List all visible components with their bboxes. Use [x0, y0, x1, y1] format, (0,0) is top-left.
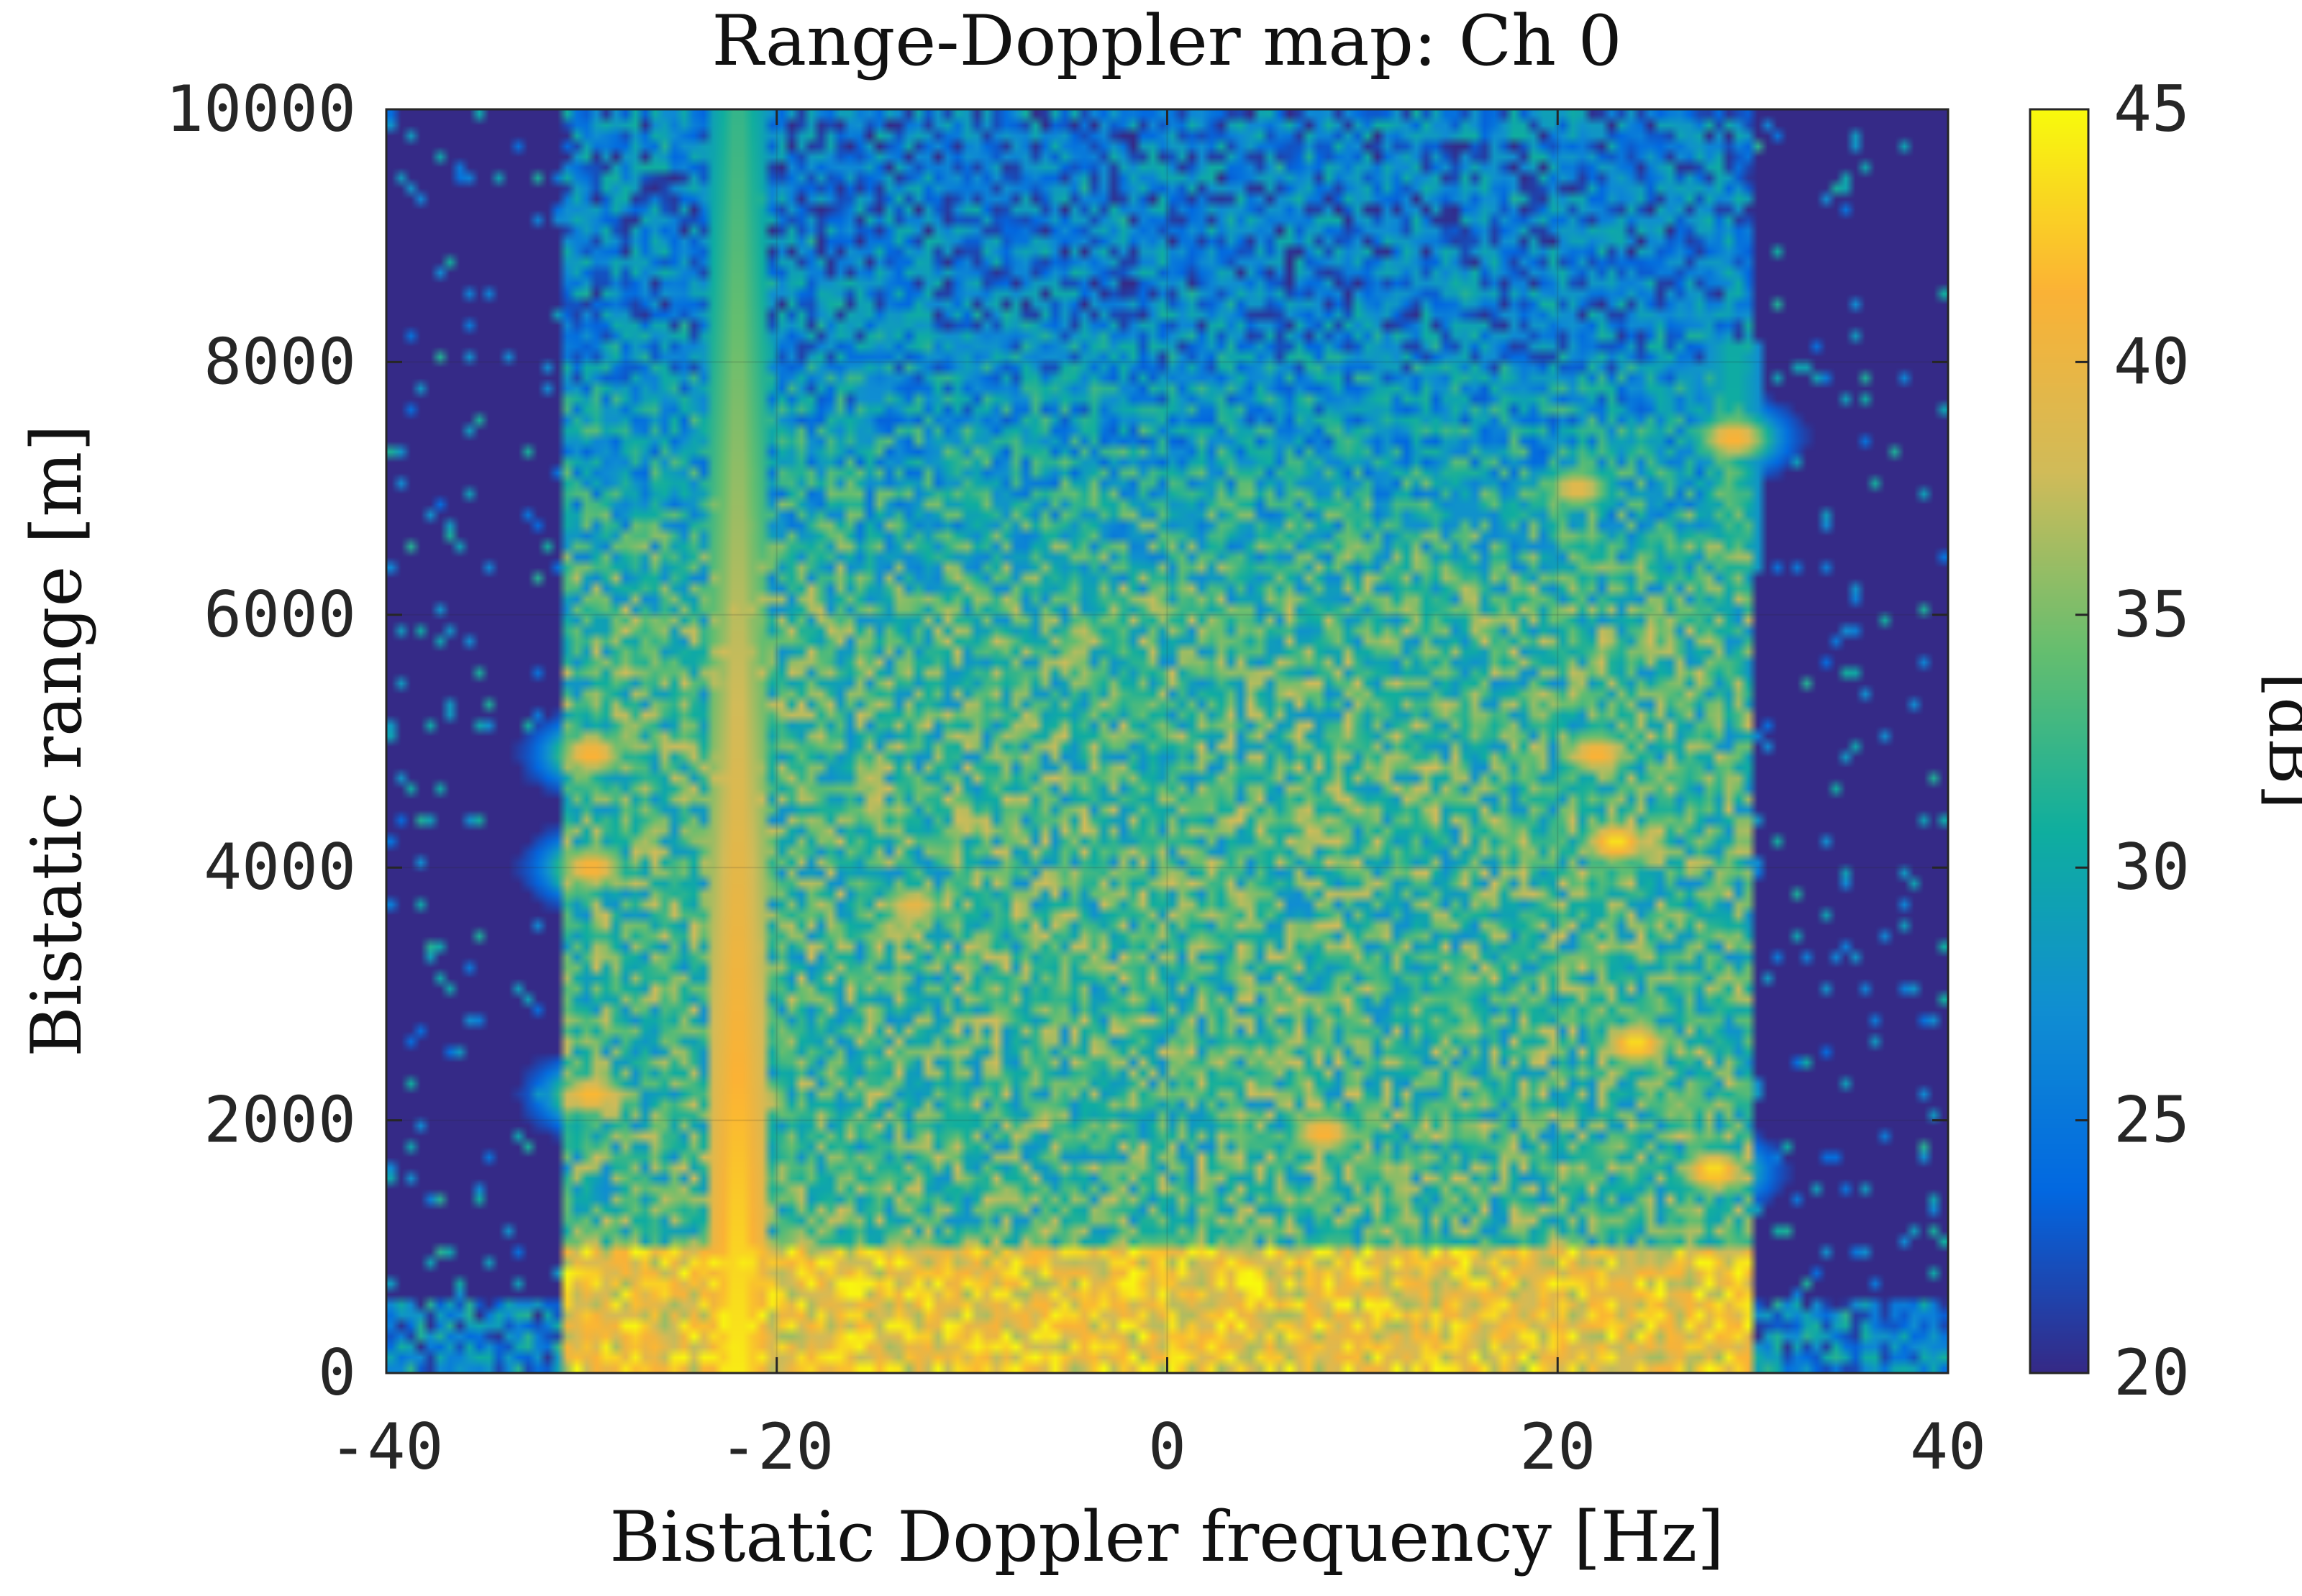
y-tick-label: 2000	[204, 1083, 356, 1157]
colorbar-tick-label: 40	[2114, 324, 2190, 398]
y-tick-label: 0	[318, 1336, 356, 1410]
grid-lines	[386, 109, 1948, 1373]
x-tick-label: -20	[719, 1410, 834, 1484]
y-tick-label: 4000	[204, 830, 356, 904]
colorbar-label: [dB]	[2255, 672, 2302, 809]
colorbar-tick-label: 35	[2114, 578, 2190, 652]
heatmap-plot-area	[385, 108, 1950, 1374]
colorbar-tick-label: 25	[2114, 1083, 2190, 1157]
x-tick-label: 40	[1910, 1410, 1986, 1484]
x-tick-label: 0	[1148, 1410, 1186, 1484]
colorbar-ticks: 20 25 30 35 40 45	[2075, 72, 2190, 1410]
x-tick-label: 20	[1519, 1410, 1596, 1484]
colorbar: 20 25 30 35 40 45 [dB]	[2029, 72, 2302, 1410]
range-doppler-heatmap	[386, 109, 1948, 1373]
colorbar-tick-label: 30	[2114, 830, 2190, 904]
x-axis: -40 -20 0 20 40	[329, 109, 1986, 1484]
y-axis-label: Bistatic range [m]	[17, 424, 97, 1057]
y-tick-label: 6000	[204, 578, 356, 652]
colorbar-frame	[2029, 108, 2090, 1374]
y-tick-label: 8000	[204, 324, 356, 398]
y-axis: 0 2000 4000 6000 8000 10000	[165, 72, 1948, 1410]
x-axis-label: Bistatic Doppler frequency [Hz]	[609, 1497, 1724, 1577]
colorbar-tick-label: 20	[2114, 1336, 2190, 1410]
x-tick-label: -40	[329, 1410, 444, 1484]
chart-title: Range-Doppler map: Ch 0	[711, 1, 1621, 81]
y-tick-label: 10000	[165, 72, 356, 146]
colorbar-tick-label: 45	[2114, 72, 2190, 146]
colorbar-gradient	[2030, 109, 2088, 1373]
